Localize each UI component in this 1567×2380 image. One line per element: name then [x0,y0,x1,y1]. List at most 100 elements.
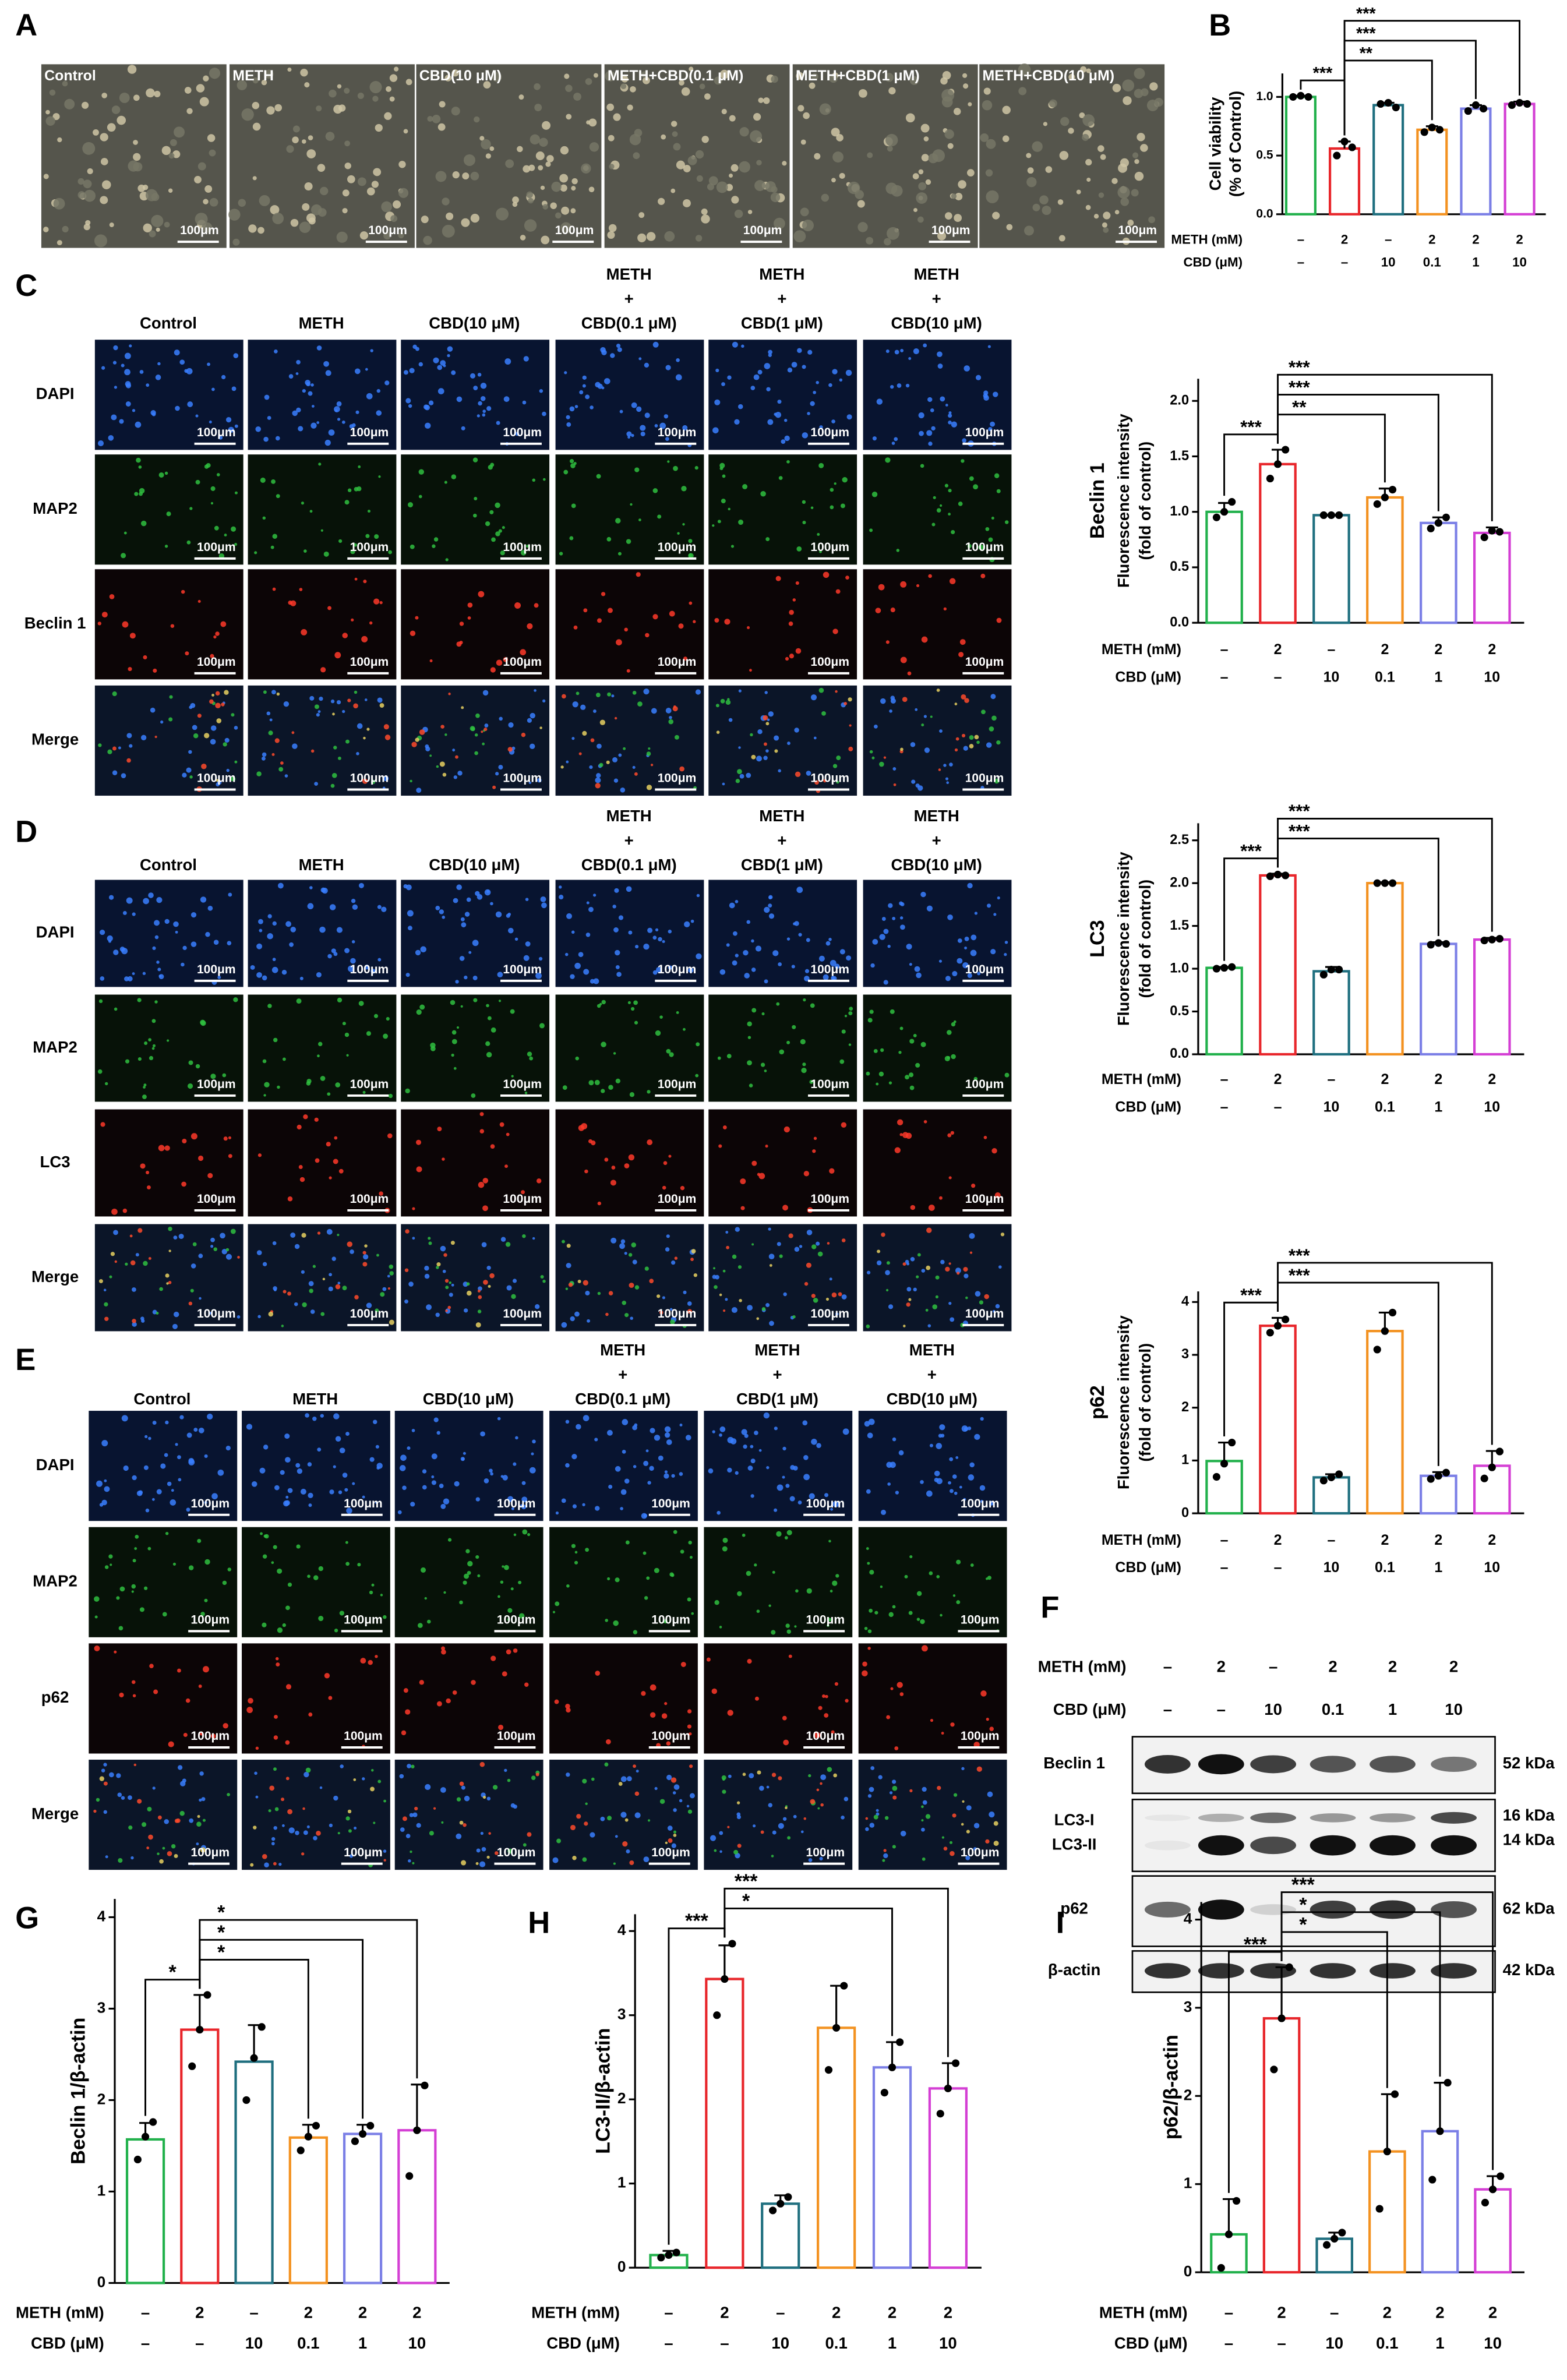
cell [626,431,632,437]
cell [834,482,837,485]
cell [562,1085,567,1090]
cell [681,87,690,96]
cell [678,623,684,629]
cell [931,522,936,527]
cell [967,973,972,979]
micrograph [708,685,857,796]
cell [172,1562,177,1566]
scale-bar-label: 100μm [497,1729,536,1743]
cell [538,165,543,171]
significance-label: *** [1240,416,1262,437]
cell [542,1279,546,1283]
cell [728,718,733,722]
cell [712,524,715,527]
treatment-value: – [664,2334,673,2352]
cell [1079,112,1085,118]
cell [489,1468,493,1473]
cell [795,581,799,585]
cell [497,1595,500,1598]
cell [287,67,292,72]
cell [384,112,392,120]
cell [441,1646,445,1651]
cell [1004,1072,1010,1078]
cell [1026,153,1032,158]
cell [524,1092,528,1094]
cell [288,1827,295,1834]
column-header: CBD(1 μM) [736,1390,818,1408]
cell [658,197,665,205]
cell [781,439,786,444]
cell [1127,220,1134,226]
image-background [708,685,857,796]
treatment-value: – [1220,669,1229,685]
cell [1132,152,1139,158]
y-tick-label: 1.5 [1170,918,1189,933]
cell [362,1090,366,1094]
cell [813,736,817,740]
cell [950,1317,955,1322]
cell [633,152,640,160]
cell [810,1799,816,1805]
significance-label: *** [1240,841,1262,861]
cell [926,905,933,912]
cell [552,1611,556,1613]
cell [482,1205,488,1212]
cell [442,1269,446,1273]
cell [937,351,943,358]
cell [937,363,943,369]
treatment-value: – [1220,641,1229,658]
cell [926,430,933,436]
data-point [1340,137,1349,146]
significance-label: * [742,1890,750,1912]
cell [142,972,146,975]
cell [735,779,740,783]
cell [687,1809,693,1814]
image-background [248,994,397,1102]
cell [776,1531,782,1537]
image-background [555,994,704,1102]
cell [887,227,899,240]
cell [344,948,350,954]
data-point [257,2023,266,2031]
cell [959,1485,962,1489]
cell [673,1784,680,1790]
cell [828,383,832,387]
cell [146,1170,150,1175]
micrograph [94,880,243,987]
treatment-value: 10 [1445,1700,1463,1718]
cell [724,619,730,625]
cell [464,912,470,917]
cell [159,1859,164,1864]
cell [344,87,350,94]
scale-bar-label: 100μm [965,541,1004,554]
cell [318,1566,323,1572]
cell [801,1067,807,1074]
cell [869,750,873,754]
y-tick-label: 1.5 [1170,449,1189,464]
cell [94,1645,100,1652]
cell [57,137,62,143]
cell [921,1645,928,1652]
cell [149,230,156,238]
cell [311,405,315,408]
cell [595,1671,601,1676]
cell [848,1043,852,1046]
cell [573,625,578,630]
cell [478,1295,482,1300]
cell [962,962,969,969]
cell [880,1586,883,1588]
cell [456,884,462,891]
cell [571,930,575,934]
cell [527,1832,532,1837]
treatment-label: CBD (μM) [1115,1559,1181,1576]
cell [991,715,997,721]
image-background [708,340,857,450]
bar [397,2129,437,2284]
cell [597,1201,602,1206]
cell [299,1177,305,1182]
cell [100,1122,105,1127]
cell [559,552,563,556]
image-background [89,1527,238,1637]
cell [829,1168,835,1174]
cell [190,1133,197,1140]
